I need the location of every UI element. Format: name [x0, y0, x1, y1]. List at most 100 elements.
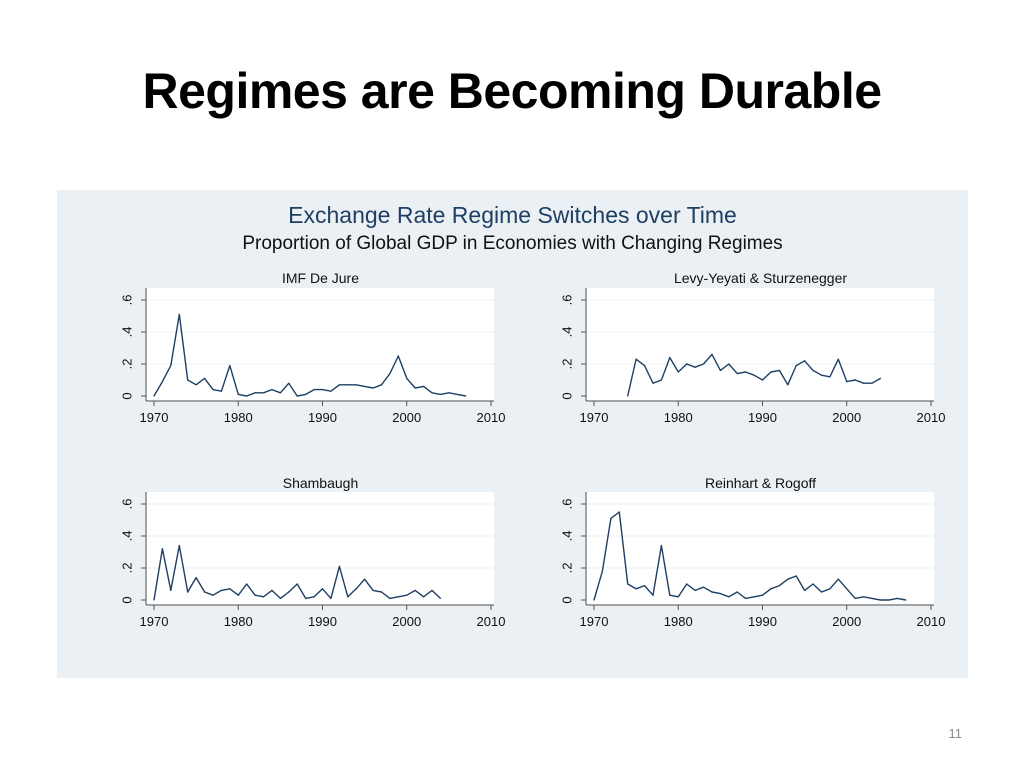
plot-area-3: [147, 492, 494, 604]
data-point: [380, 591, 383, 593]
data-point: [627, 583, 629, 585]
y-tick-label: .2: [560, 359, 575, 370]
x-tick-label: 2010: [477, 410, 506, 425]
data-point: [178, 313, 180, 315]
x-tick-label: 2000: [832, 410, 861, 425]
data-point: [439, 393, 442, 395]
data-point: [397, 596, 399, 598]
data-point: [161, 381, 164, 383]
x-tick-label: 1970: [140, 410, 169, 425]
series-line: [593, 511, 906, 601]
data-point: [237, 393, 239, 395]
data-point: [220, 589, 222, 591]
data-point: [871, 597, 873, 599]
data-point: [288, 382, 290, 384]
data-point: [652, 594, 654, 596]
data-point: [296, 583, 298, 585]
data-point: [879, 377, 882, 379]
data-point: [153, 395, 155, 397]
x-tick-label: 2000: [832, 614, 861, 629]
data-point: [246, 395, 248, 397]
data-point: [753, 374, 755, 376]
data-point: [431, 392, 433, 394]
data-point: [694, 589, 696, 591]
series-line: [153, 313, 466, 397]
data-point: [448, 392, 450, 394]
data-point: [863, 596, 865, 598]
data-point: [313, 389, 315, 391]
data-point: [736, 591, 738, 593]
data-point: [635, 358, 637, 360]
data-point: [372, 387, 374, 389]
data-point: [896, 597, 898, 599]
data-point: [321, 389, 324, 391]
data-point: [745, 597, 747, 599]
y-tick-label: .6: [560, 499, 575, 510]
x-tick-label: 2000: [392, 614, 421, 629]
x-tick-label: 1970: [580, 614, 609, 629]
data-point: [804, 589, 806, 591]
data-point: [271, 589, 273, 591]
page-number: 11: [948, 726, 963, 741]
data-point: [406, 594, 408, 596]
data-point: [686, 363, 688, 365]
figure-subtitle: Proportion of Global GDP in Economies wi…: [242, 233, 783, 254]
data-point: [871, 382, 873, 384]
plot-area-2: [587, 288, 934, 400]
plot-area-1: [147, 288, 494, 400]
data-point: [795, 365, 797, 367]
data-point: [170, 589, 172, 591]
data-point: [330, 597, 332, 599]
data-point: [288, 591, 290, 593]
data-point: [338, 565, 340, 567]
y-tick-label: 0: [560, 596, 575, 603]
x-tick-label: 1980: [664, 410, 693, 425]
data-point: [643, 585, 646, 587]
data-point: [879, 599, 882, 601]
data-point: [837, 358, 839, 360]
data-point: [279, 392, 281, 394]
data-point: [187, 379, 189, 381]
data-point: [778, 585, 780, 587]
data-point: [677, 596, 679, 598]
data-point: [618, 511, 620, 513]
data-point: [736, 373, 738, 375]
data-point: [170, 365, 172, 367]
x-tick-label: 1980: [664, 614, 693, 629]
x-tick-label: 1970: [140, 614, 169, 629]
data-point: [423, 385, 425, 387]
data-point: [406, 377, 408, 379]
data-point: [229, 365, 231, 367]
data-point: [837, 578, 839, 580]
data-point: [669, 594, 671, 596]
data-point: [660, 545, 663, 547]
data-point: [364, 385, 366, 387]
data-point: [364, 578, 366, 580]
data-point: [355, 384, 357, 386]
x-tick-label: 1990: [308, 410, 337, 425]
data-point: [702, 363, 705, 365]
data-point: [719, 593, 721, 595]
data-point: [610, 517, 612, 519]
data-point: [237, 594, 239, 596]
data-point: [719, 369, 721, 371]
data-point: [770, 371, 772, 373]
data-point: [694, 366, 696, 368]
data-point: [787, 578, 789, 580]
y-tick-label: .2: [120, 563, 135, 574]
y-tick-label: .4: [560, 327, 575, 338]
data-point: [635, 588, 637, 590]
data-point: [431, 589, 433, 591]
data-point: [456, 393, 458, 395]
data-point: [778, 369, 780, 371]
data-point: [669, 357, 671, 359]
data-point: [829, 588, 831, 590]
x-tick-label: 1970: [580, 410, 609, 425]
data-point: [660, 379, 663, 381]
data-point: [711, 591, 713, 593]
chart-grid: 0 .2 .4 .6 1970 1980 1990 2000 2010 IMF De Jure 0.…: [120, 270, 946, 629]
data-point: [347, 596, 349, 598]
figure-title: Exchange Rate Regime Switches over Time: [288, 202, 737, 228]
panel-title: Levy-Yeyati & Sturzenegger: [674, 270, 847, 286]
data-point: [178, 545, 180, 547]
